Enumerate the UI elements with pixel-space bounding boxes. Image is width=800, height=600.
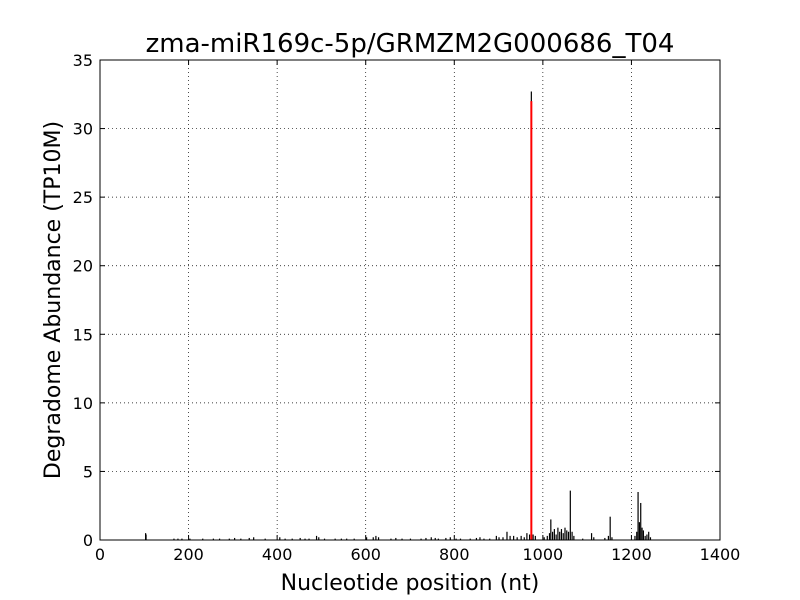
y-tick-label: 0: [83, 531, 93, 550]
y-tick-label: 25: [73, 188, 93, 207]
x-tick-label: 1000: [522, 545, 563, 564]
x-tick-label: 1200: [611, 545, 652, 564]
y-tick-label: 20: [73, 257, 93, 276]
chart-title: zma-miR169c-5p/GRMZM2G000686_T04: [146, 29, 675, 59]
x-tick-label: 400: [262, 545, 293, 564]
x-tick-label: 800: [439, 545, 470, 564]
y-tick-label: 15: [73, 325, 93, 344]
y-tick-label: 30: [73, 120, 93, 139]
y-tick-label: 10: [73, 394, 93, 413]
grid-lines: [100, 60, 720, 540]
x-tick-label: 0: [95, 545, 105, 564]
x-tick-label: 200: [173, 545, 204, 564]
x-axis-label: Nucleotide position (nt): [281, 571, 540, 596]
plot-frame: [99, 59, 721, 541]
y-axis-label: Degradome Abundance (TP10M): [41, 121, 66, 479]
x-tick-label: 600: [350, 545, 381, 564]
x-tick-label: 1400: [700, 545, 741, 564]
y-tick-label: 5: [83, 462, 93, 481]
y-tick-label: 35: [73, 51, 93, 70]
axis-ticks: 0 200 400 600 800 1000 1200 1400 0 5 10 15 20 25 30 35: [73, 51, 741, 564]
